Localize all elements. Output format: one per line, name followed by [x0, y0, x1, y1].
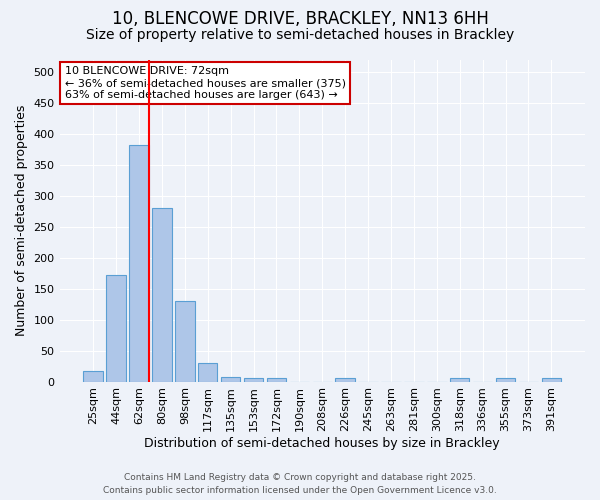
- Bar: [221, 376, 241, 382]
- Text: 10 BLENCOWE DRIVE: 72sqm
← 36% of semi-detached houses are smaller (375)
63% of : 10 BLENCOWE DRIVE: 72sqm ← 36% of semi-d…: [65, 66, 346, 100]
- Bar: [106, 274, 126, 382]
- Bar: [198, 363, 217, 382]
- Text: Size of property relative to semi-detached houses in Brackley: Size of property relative to semi-detach…: [86, 28, 514, 42]
- Bar: [244, 378, 263, 382]
- Bar: [129, 144, 149, 382]
- Bar: [450, 378, 469, 382]
- Bar: [496, 378, 515, 382]
- Bar: [267, 378, 286, 382]
- Text: 10, BLENCOWE DRIVE, BRACKLEY, NN13 6HH: 10, BLENCOWE DRIVE, BRACKLEY, NN13 6HH: [112, 10, 488, 28]
- Text: Contains HM Land Registry data © Crown copyright and database right 2025.
Contai: Contains HM Land Registry data © Crown c…: [103, 474, 497, 495]
- Bar: [152, 208, 172, 382]
- X-axis label: Distribution of semi-detached houses by size in Brackley: Distribution of semi-detached houses by …: [145, 437, 500, 450]
- Bar: [175, 300, 194, 382]
- Bar: [83, 371, 103, 382]
- Y-axis label: Number of semi-detached properties: Number of semi-detached properties: [15, 105, 28, 336]
- Bar: [335, 378, 355, 382]
- Bar: [542, 378, 561, 382]
